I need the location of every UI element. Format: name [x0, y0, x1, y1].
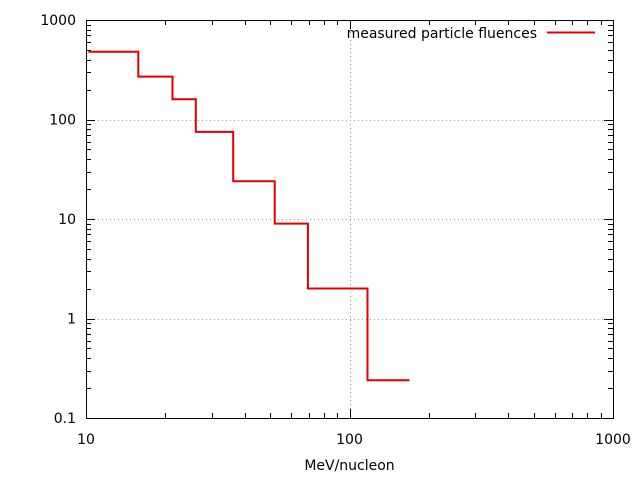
- ticks-layer: [86, 20, 614, 419]
- y-tick-label: 10: [58, 212, 76, 228]
- legend-label-measured-particle-fluences: measured particle fluences: [347, 26, 537, 42]
- y-tick-label: 100: [49, 113, 76, 129]
- x-tick-label: 10: [77, 432, 95, 448]
- x-tick-label: 1000: [595, 432, 631, 448]
- grid-layer: [86, 20, 613, 418]
- series-layer: [88, 50, 410, 382]
- tick-labels-layer: 10 100 1000 0.1 1 10 100 1000: [40, 13, 630, 448]
- x-tick-label: 100: [336, 432, 363, 448]
- y-tick-label: 1: [67, 312, 76, 328]
- x-axis-title: MeV/nucleon: [304, 458, 394, 474]
- y-tick-label: 0.1: [54, 411, 76, 427]
- legend: measured particle fluences: [347, 26, 595, 42]
- y-tick-label: 1000: [40, 13, 76, 29]
- series-line-measured-particle-fluences: [88, 50, 410, 382]
